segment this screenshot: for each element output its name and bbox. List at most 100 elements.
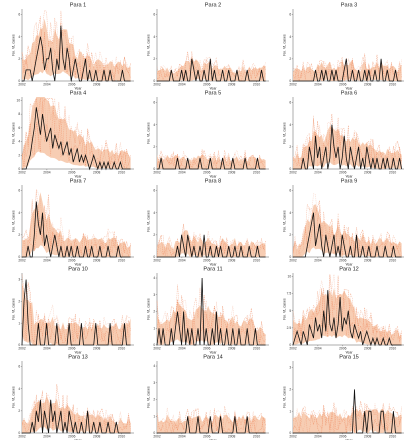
panel-title: Para 9 <box>341 179 357 185</box>
x-tick-label: 2006 <box>339 259 347 263</box>
model-trajectory <box>156 223 266 258</box>
y-axis-label: No. VL cases <box>282 34 286 55</box>
y-axis-label: No. VL cases <box>11 122 15 143</box>
model-trajectory <box>21 392 131 434</box>
y-tick-label: 0 <box>18 255 20 259</box>
y-tick-label: 2 <box>153 145 155 149</box>
y-tick-label: 4 <box>18 140 20 144</box>
y-tick-label: 0 <box>18 167 20 171</box>
y-tick-label: 2.5 <box>287 326 292 330</box>
x-tick-label: 2008 <box>228 435 236 439</box>
y-tick-label: 2 <box>18 57 20 61</box>
x-tick-label: 2010 <box>118 259 126 263</box>
observed-line <box>293 212 402 258</box>
x-tick-label: 2004 <box>314 259 322 263</box>
x-axis-label: Year <box>74 351 82 355</box>
panel-2: Para 2 0 2 4 6 2002 2004 2006 2008 2010 Year No. VL… <box>146 3 269 91</box>
x-tick-label: 2006 <box>68 83 76 87</box>
x-axis-label: Year <box>74 439 82 440</box>
y-tick-label: 3 <box>153 293 155 297</box>
y-tick-label: 4 <box>153 211 155 215</box>
observed-line <box>157 157 266 170</box>
model-trajectory <box>292 287 402 345</box>
y-tick-label: 1 <box>18 321 20 325</box>
x-tick-label: 2006 <box>203 259 211 263</box>
panel-1: Para 1 0 2 4 6 2002 2004 2006 2008 2010 Year No. VL… <box>11 3 134 91</box>
x-tick-label: 2004 <box>314 347 322 351</box>
panel-title: Para 6 <box>341 91 357 97</box>
y-tick-label: 6 <box>18 365 20 369</box>
x-tick-label: 2006 <box>339 435 347 439</box>
x-tick-label: 2004 <box>43 259 51 263</box>
y-axis-label: No. VL cases <box>282 386 286 407</box>
y-tick-label: 3 <box>289 366 291 370</box>
model-band <box>22 18 131 81</box>
panel-6: Para 6 0 2 4 6 2002 2004 2006 2008 2010 Year No. VL… <box>282 91 404 179</box>
panel-title: Para 15 <box>339 355 359 361</box>
model-trajectory <box>21 21 131 79</box>
panel-14: Para 14 0 1 2 3 4 2002 2004 2006 2008 2010 Year No. … <box>146 355 269 440</box>
y-tick-label: 4 <box>153 364 155 368</box>
panel-title: Para 1 <box>70 3 86 9</box>
y-tick-label: 4 <box>18 387 20 391</box>
x-tick-label: 2004 <box>178 347 186 351</box>
y-tick-label: 6 <box>153 13 155 17</box>
x-tick-label: 2008 <box>93 259 101 263</box>
y-tick-label: 0 <box>153 79 155 83</box>
y-tick-label: 6 <box>18 189 20 193</box>
x-tick-label: 2002 <box>153 171 161 175</box>
x-tick-label: 2006 <box>203 171 211 175</box>
model-trajectory <box>156 295 266 345</box>
model-band <box>22 97 131 169</box>
y-axis-label: No. VL cases <box>282 210 286 231</box>
y-tick-label: 0 <box>18 343 20 347</box>
x-tick-label: 2010 <box>253 171 261 175</box>
model-trajectory <box>21 384 131 434</box>
x-tick-label: 2002 <box>153 259 161 263</box>
x-tick-label: 2004 <box>43 347 51 351</box>
model-band <box>293 204 402 257</box>
y-tick-label: 0 <box>18 431 20 435</box>
panel-12: Para 12 0 2.5 5 7.5 10 2002 2004 2006 2008 2010 Yea… <box>282 267 404 355</box>
panel-title: Para 11 <box>203 267 222 273</box>
x-tick-label: 2002 <box>153 83 161 87</box>
y-tick-label: 10 <box>288 275 292 279</box>
y-tick-label: 10 <box>17 99 21 103</box>
x-tick-label: 2002 <box>289 171 297 175</box>
x-tick-label: 2002 <box>153 347 161 351</box>
y-tick-label: 0 <box>289 343 291 347</box>
model-trajectory <box>21 205 131 258</box>
y-tick-label: 2 <box>289 57 291 61</box>
y-axis-label: No. VL cases <box>11 34 15 55</box>
x-axis-label: Year <box>345 439 353 440</box>
x-tick-label: 2008 <box>228 83 236 87</box>
y-axis-label: No. VL cases <box>11 386 15 407</box>
x-tick-label: 2008 <box>93 435 101 439</box>
model-trajectory <box>21 16 131 81</box>
y-tick-label: 1 <box>289 409 291 413</box>
y-tick-label: 2 <box>153 398 155 402</box>
y-tick-label: 2 <box>289 387 291 391</box>
x-tick-label: 2008 <box>364 435 372 439</box>
y-tick-label: 4 <box>18 211 20 215</box>
x-tick-label: 2008 <box>228 347 236 351</box>
x-tick-label: 2006 <box>68 259 76 263</box>
x-tick-label: 2004 <box>43 83 51 87</box>
x-tick-label: 2008 <box>93 347 101 351</box>
y-tick-label: 3 <box>153 381 155 385</box>
x-tick-label: 2004 <box>314 171 322 175</box>
y-tick-label: 2 <box>18 409 20 413</box>
observed-line <box>21 279 131 346</box>
model-trajectory <box>156 51 266 81</box>
y-tick-label: 6 <box>153 189 155 193</box>
y-axis-label: No. VL cases <box>11 210 15 231</box>
x-tick-label: 2010 <box>389 171 397 175</box>
x-tick-label: 2006 <box>203 83 211 87</box>
x-tick-label: 2008 <box>364 171 372 175</box>
x-tick-label: 2010 <box>389 347 397 351</box>
observed-line <box>22 25 131 82</box>
y-axis-label: No. VL cases <box>11 298 15 319</box>
x-axis-label: Year <box>74 175 82 179</box>
y-tick-label: 0 <box>289 255 291 259</box>
panel-8: Para 8 0 2 4 6 2002 2004 2006 2008 2010 Year No. VL… <box>146 179 269 267</box>
